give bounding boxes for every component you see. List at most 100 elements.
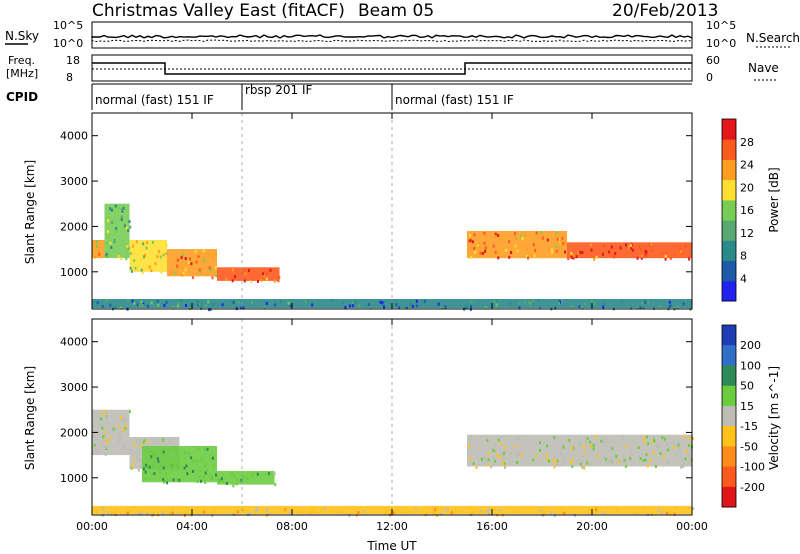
power-speckle: [551, 250, 554, 254]
vel-speckle: [443, 508, 446, 511]
power-speckle: [639, 306, 642, 310]
power-speckle: [354, 300, 357, 304]
power-speckle: [127, 229, 130, 232]
vel-speckle: [492, 455, 495, 459]
power-speckle: [602, 305, 605, 309]
vel-speckle: [691, 437, 694, 441]
power-speckle: [280, 299, 283, 303]
power-speckle: [473, 246, 475, 250]
vel-speckle: [487, 463, 490, 467]
power-speckle: [257, 280, 259, 283]
power-speckle: [603, 244, 605, 247]
vel-speckle: [470, 511, 473, 515]
power-speckle: [640, 254, 643, 258]
power-speckle: [311, 303, 314, 307]
vel-speckle: [162, 466, 165, 470]
power-speckle: [603, 302, 606, 306]
vel-speckle: [143, 438, 146, 442]
noise-left-label: N.Sky: [5, 29, 39, 43]
power-speckle: [630, 306, 632, 310]
vel-speckle: [562, 445, 565, 449]
vel-speckle: [236, 478, 239, 482]
vel-speckle: [487, 452, 490, 455]
power-speckle: [176, 264, 179, 268]
power-speckle: [678, 247, 681, 251]
vel-speckle: [503, 449, 506, 453]
vel-colorbar-swatch: [722, 426, 736, 447]
vel-speckle: [440, 506, 443, 510]
vel-speckle: [550, 511, 553, 515]
power-speckle: [575, 255, 578, 259]
power-speckle: [679, 250, 682, 254]
vel-speckle: [592, 443, 595, 447]
vel-speckle: [543, 454, 546, 458]
power-speckle: [531, 299, 534, 303]
power-speckle: [165, 300, 168, 304]
vel-colorbar-tick: 200: [740, 339, 761, 352]
freq-panel: Freq. [MHz] 18 8 60 0 Nave CPID: [6, 54, 779, 104]
noise-left-tick-bottom: 10^0: [53, 37, 83, 50]
power-speckle: [156, 249, 159, 253]
power-speckle: [121, 208, 123, 212]
vel-speckle: [647, 442, 650, 446]
vel-speckle: [494, 507, 497, 511]
vel-speckle: [146, 440, 149, 444]
vel-speckle: [604, 457, 607, 461]
power-speckle: [572, 254, 575, 258]
power-speckle: [107, 219, 110, 223]
vel-colorbar-tick: 15: [740, 400, 754, 413]
power-speckle: [172, 305, 174, 309]
power-speckle: [198, 302, 201, 306]
vel-speckle: [584, 450, 587, 454]
power-speckle: [497, 234, 500, 237]
vel-speckle: [590, 445, 593, 449]
vel-speckle: [95, 509, 98, 513]
power-speckle: [581, 306, 584, 310]
power-colorbar-swatch: [722, 119, 736, 140]
power-speckle: [628, 246, 631, 250]
power-speckle: [209, 269, 212, 273]
power-speckle: [181, 253, 184, 257]
power-speckle: [642, 306, 645, 310]
power-speckle: [269, 268, 272, 272]
vel-speckle: [144, 470, 147, 474]
vel-speckle: [268, 472, 271, 476]
vel-speckle: [582, 445, 585, 449]
vel-ytick-label: 4000: [60, 336, 88, 349]
vel-speckle: [192, 469, 194, 473]
vel-speckle: [161, 464, 163, 467]
power-speckle: [98, 252, 101, 256]
power-speckle: [504, 248, 507, 252]
power-speckle: [158, 250, 161, 254]
power-speckle: [200, 306, 202, 310]
vel-speckle: [143, 477, 146, 481]
vel-speckle: [98, 415, 101, 419]
power-speckle: [532, 301, 534, 305]
power-speckle: [653, 306, 655, 310]
power-speckle: [120, 257, 123, 261]
power-speckle: [665, 251, 668, 255]
vel-speckle: [673, 512, 676, 516]
vel-colorbar-swatch: [722, 466, 736, 488]
power-colorbar-frame: [721, 118, 737, 302]
power-speckle: [669, 304, 672, 308]
vel-speckle: [498, 508, 501, 512]
vel-speckle: [232, 484, 235, 488]
vel-speckle: [184, 451, 187, 455]
power-speckle: [95, 244, 98, 248]
power-speckle: [195, 260, 198, 264]
vel-speckle: [109, 436, 112, 440]
vel-speckle: [137, 468, 140, 472]
vel-speckle: [131, 464, 134, 468]
power-speckle: [483, 241, 486, 245]
power-speckle: [154, 262, 157, 266]
vel-speckle: [102, 437, 105, 441]
vel-speckle: [615, 455, 618, 458]
power-speckle: [215, 252, 217, 256]
vel-speckle: [668, 511, 671, 515]
power-panel: 1000 2000 3000 4000 Slant Range [km] 4 8 12 16…: [23, 112, 781, 312]
vel-speckle: [625, 445, 628, 449]
power-speckle: [194, 249, 197, 253]
vel-speckle: [581, 465, 583, 469]
freq-left-tick-top: 18: [66, 54, 80, 67]
